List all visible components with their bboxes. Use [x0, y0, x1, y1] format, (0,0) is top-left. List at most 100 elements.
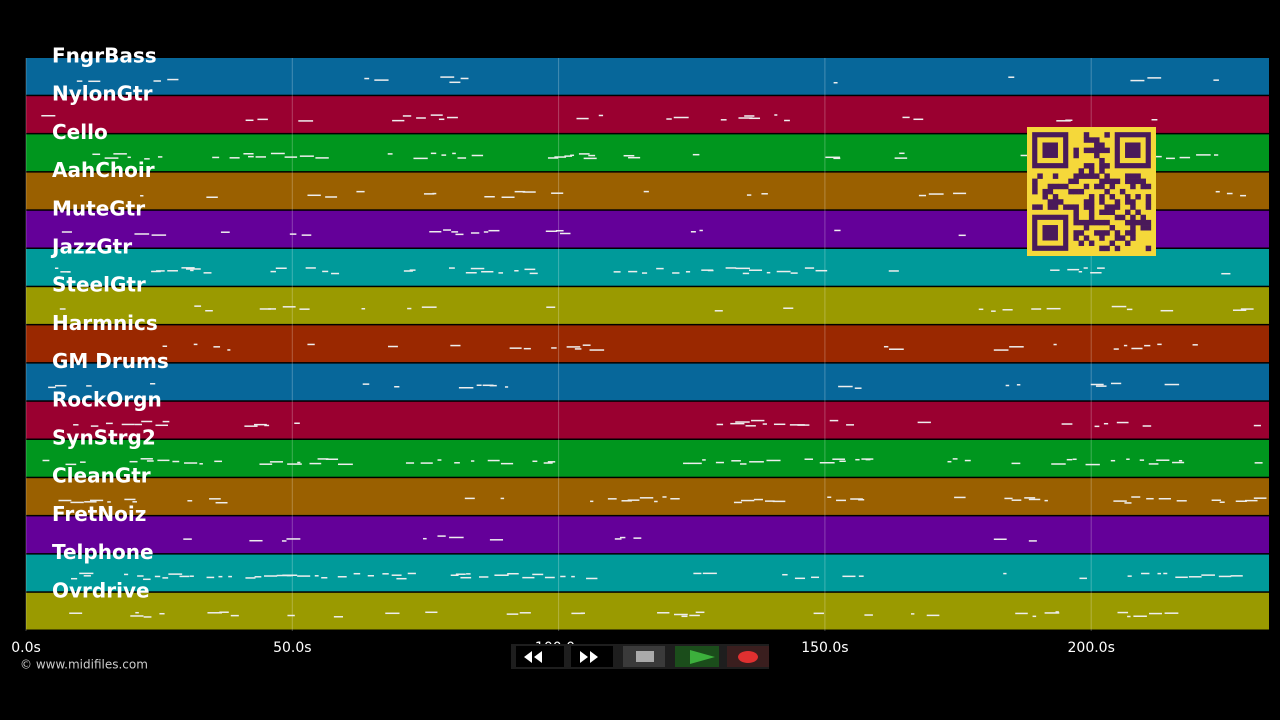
- note: [325, 458, 339, 461]
- note: [544, 576, 555, 579]
- play-button[interactable]: [675, 646, 719, 667]
- note: [298, 120, 314, 122]
- track-name: Ovrdrive: [52, 578, 150, 602]
- note: [134, 233, 150, 235]
- note: [1003, 572, 1007, 575]
- note: [220, 231, 230, 233]
- note: [1072, 458, 1077, 461]
- rewind-button[interactable]: [516, 646, 564, 667]
- note: [1158, 497, 1171, 500]
- note: [993, 349, 1009, 351]
- note: [387, 153, 393, 155]
- qr-cell: [1068, 204, 1074, 210]
- rewind-icon: [524, 651, 542, 663]
- qr-cell: [1052, 199, 1059, 205]
- note: [1175, 576, 1188, 579]
- note: [488, 229, 500, 232]
- note: [1004, 497, 1013, 500]
- qr-cell: [1104, 209, 1110, 216]
- note: [121, 423, 135, 426]
- qr-cell: [1099, 194, 1105, 200]
- note: [498, 272, 504, 274]
- note: [1032, 615, 1037, 618]
- note: [194, 305, 202, 307]
- note: [731, 460, 741, 462]
- qr-cell: [1125, 199, 1131, 205]
- note: [833, 81, 838, 84]
- note: [674, 613, 688, 616]
- note: [113, 153, 127, 155]
- note: [953, 192, 967, 195]
- qr-cell: [1099, 168, 1105, 174]
- note: [1213, 154, 1219, 156]
- note: [1044, 499, 1048, 502]
- note: [460, 77, 469, 80]
- stop-button[interactable]: [623, 646, 665, 667]
- qr-cell: [1047, 204, 1054, 210]
- note: [1146, 497, 1154, 500]
- note: [1160, 309, 1174, 312]
- qr-cell: [1099, 219, 1105, 226]
- note: [331, 272, 340, 275]
- note: [228, 575, 232, 578]
- note: [1215, 190, 1220, 193]
- note: [48, 386, 56, 389]
- note: [58, 499, 72, 502]
- note: [230, 614, 239, 617]
- qr-cell: [1052, 173, 1059, 179]
- note: [641, 272, 648, 274]
- note: [740, 463, 747, 465]
- note: [73, 424, 79, 426]
- note: [451, 231, 459, 233]
- note: [1094, 425, 1100, 428]
- note: [155, 424, 168, 427]
- qr-cell: [1140, 183, 1146, 190]
- note: [203, 272, 212, 274]
- note: [299, 308, 310, 310]
- note: [1131, 496, 1141, 498]
- forward-button[interactable]: [571, 646, 613, 667]
- qr-cell: [1104, 173, 1110, 179]
- note: [1126, 458, 1130, 460]
- note: [86, 385, 92, 387]
- note: [450, 344, 461, 347]
- note: [458, 386, 474, 389]
- transport: [511, 644, 769, 669]
- qr-cell: [1104, 230, 1110, 236]
- note: [670, 498, 680, 500]
- note: [179, 575, 190, 578]
- note: [783, 307, 794, 309]
- track-lane: [26, 325, 1269, 363]
- note: [588, 154, 596, 157]
- track-lane: [26, 287, 1269, 324]
- note: [917, 421, 931, 424]
- note: [745, 425, 756, 427]
- qr-cell: [1073, 173, 1079, 179]
- note: [190, 269, 194, 272]
- note: [430, 152, 437, 155]
- note: [227, 349, 231, 351]
- note: [248, 155, 254, 158]
- note: [286, 574, 294, 577]
- note: [564, 155, 573, 157]
- note: [255, 156, 266, 158]
- note: [162, 577, 169, 579]
- note: [1139, 459, 1145, 461]
- qr-cell: [1083, 132, 1090, 138]
- qr-cell: [1088, 173, 1095, 179]
- note: [1111, 305, 1127, 308]
- note: [189, 575, 194, 577]
- note: [429, 230, 442, 233]
- note: [1028, 540, 1037, 542]
- note: [639, 497, 654, 499]
- note: [420, 462, 433, 464]
- note: [794, 577, 806, 580]
- record-button[interactable]: [727, 646, 769, 667]
- track-lane: [26, 96, 1269, 133]
- qr-cell: [1094, 137, 1100, 143]
- note: [815, 269, 828, 272]
- note: [269, 461, 284, 463]
- note: [157, 156, 163, 158]
- tick-label: 0.0s: [11, 640, 41, 656]
- note: [361, 308, 366, 310]
